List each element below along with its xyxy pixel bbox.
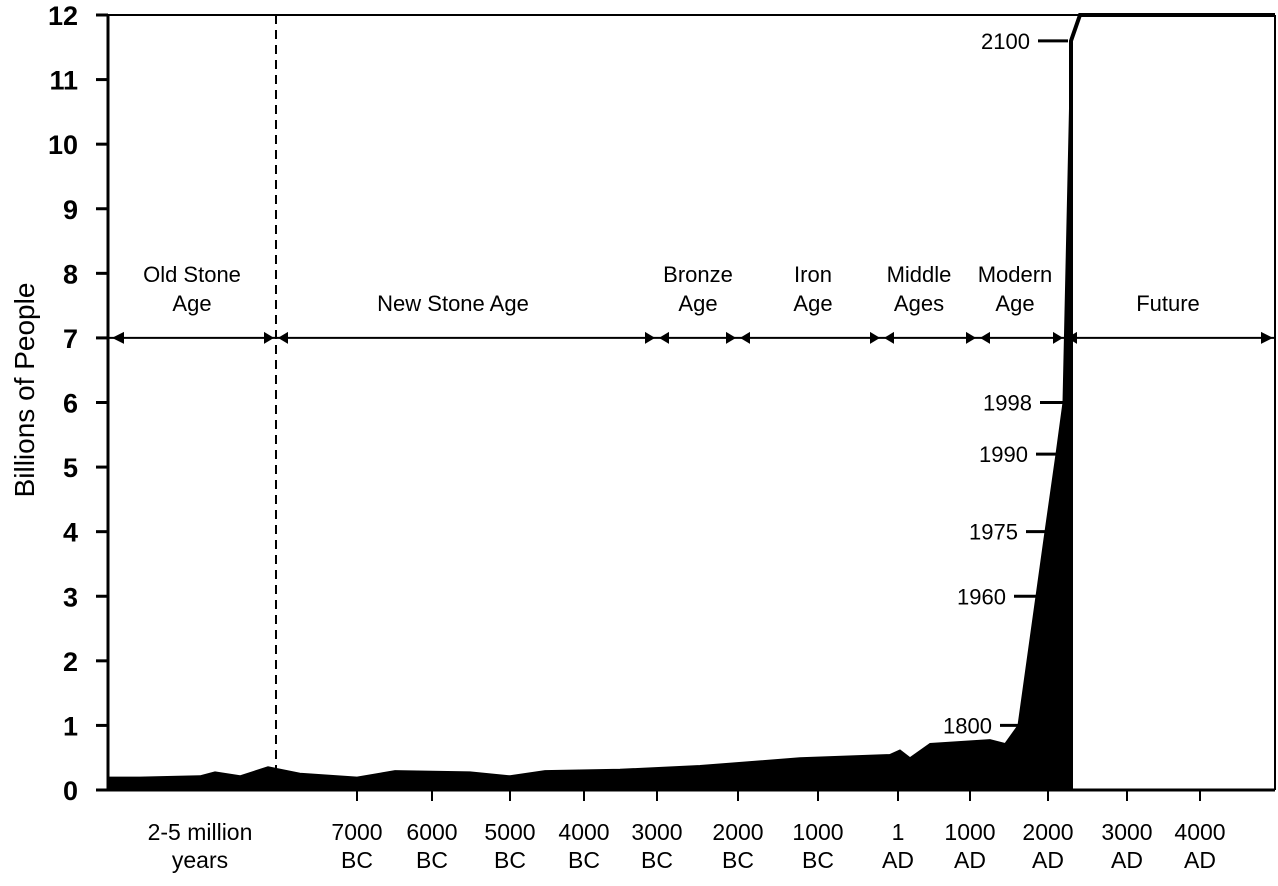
era-label: New Stone Age: [377, 291, 529, 316]
x-tick-label: 2-5 million: [148, 819, 253, 845]
x-tick-label: 2000: [1022, 819, 1073, 845]
era-label-line2: Age: [793, 291, 832, 316]
x-tick-label-unit: AD: [1111, 847, 1143, 873]
x-tick-label-unit: AD: [1184, 847, 1216, 873]
year-annotation-label: 1998: [983, 391, 1032, 416]
population-area-layer: [107, 40, 1072, 791]
y-tick-label: 10: [48, 130, 78, 160]
x-tick-label: 4000: [1174, 819, 1225, 845]
era-boundary-arrow: [870, 331, 880, 344]
y-tick-label: 3: [63, 582, 78, 612]
future-region: [1069, 13, 1275, 790]
y-tick-label: 6: [63, 389, 78, 419]
era-boundary-arrow: [1053, 331, 1063, 344]
plot-frame: [96, 14, 1276, 792]
x-tick-label-unit: AD: [882, 847, 914, 873]
y-tick-label: 0: [63, 776, 78, 806]
y-tick-label: 1: [63, 711, 78, 741]
y-tick-label: 7: [63, 324, 78, 354]
era-boundary-arrow: [726, 331, 736, 344]
x-tick-label-unit: AD: [1032, 847, 1064, 873]
era-boundary-arrow: [980, 331, 990, 344]
era-label-line2: Ages: [894, 291, 944, 316]
era-boundary-arrow: [966, 331, 976, 344]
era-end-arrow: [1261, 331, 1273, 344]
era-boundary-arrow: [645, 331, 655, 344]
year-annotation-label: 2100: [981, 29, 1030, 54]
x-tick-label-unit: BC: [641, 847, 673, 873]
x-tick-label: 1000: [944, 819, 995, 845]
x-axis-ticks: 2-5 millionyears7000BC6000BC5000BC4000BC…: [148, 790, 1226, 873]
era-label: Middle: [887, 262, 952, 287]
x-tick-label-unit: BC: [341, 847, 373, 873]
era-label-line2: Age: [995, 291, 1034, 316]
y-tick-label: 4: [63, 518, 78, 548]
era-label: Future: [1136, 291, 1200, 316]
x-tick-label: 2000: [712, 819, 763, 845]
year-annotation-label: 1990: [979, 442, 1028, 467]
y-tick-label: 11: [49, 66, 78, 96]
x-tick-label-unit: years: [172, 847, 228, 873]
era-label: Iron: [794, 262, 832, 287]
x-tick-label-unit: AD: [954, 847, 986, 873]
era-label-line2: Age: [172, 291, 211, 316]
year-annotations: 2100 1998 1990 1975 1960 1800: [943, 29, 1068, 738]
era-label: Bronze: [663, 262, 733, 287]
x-tick-label-unit: BC: [494, 847, 526, 873]
future-projection-outline: [1069, 13, 1275, 790]
era-timeline: Old Stone Age New Stone Age Bronze Age Iron Ag…: [108, 262, 1275, 344]
era-boundary-arrow: [659, 331, 669, 344]
y-tick-label: 5: [63, 453, 78, 483]
y-axis-title: Billions of People: [9, 283, 40, 498]
x-tick-label-unit: BC: [802, 847, 834, 873]
y-tick-label: 2: [63, 647, 78, 677]
x-tick-label: 4000: [558, 819, 609, 845]
x-tick-label: 3000: [1101, 819, 1152, 845]
x-tick-label: 7000: [331, 819, 382, 845]
x-tick-label-unit: BC: [568, 847, 600, 873]
era-start-arrow: [112, 331, 124, 344]
year-annotation-label: 1960: [957, 584, 1006, 609]
era-boundary-arrow: [264, 331, 274, 344]
x-tick-label: 6000: [406, 819, 457, 845]
x-tick-label: 1: [892, 819, 905, 845]
x-tick-label: 5000: [484, 819, 535, 845]
era-boundary-arrow: [278, 331, 288, 344]
population-area: [107, 40, 1072, 791]
y-tick-label: 8: [63, 259, 78, 289]
y-tick-label: 9: [63, 195, 78, 225]
era-boundary-arrow: [740, 331, 750, 344]
y-tick-label: 12: [48, 1, 78, 31]
x-tick-label-unit: BC: [722, 847, 754, 873]
x-tick-label: 3000: [631, 819, 682, 845]
era-label: Modern: [978, 262, 1053, 287]
era-boundary-arrow: [1067, 331, 1077, 344]
era-label: Old Stone: [143, 262, 241, 287]
year-annotation-label: 1975: [969, 520, 1018, 545]
year-annotation-label: 1800: [943, 713, 992, 738]
x-tick-label-unit: BC: [416, 847, 448, 873]
era-boundary-arrow: [884, 331, 894, 344]
x-tick-label: 1000: [792, 819, 843, 845]
era-label-line2: Age: [678, 291, 717, 316]
